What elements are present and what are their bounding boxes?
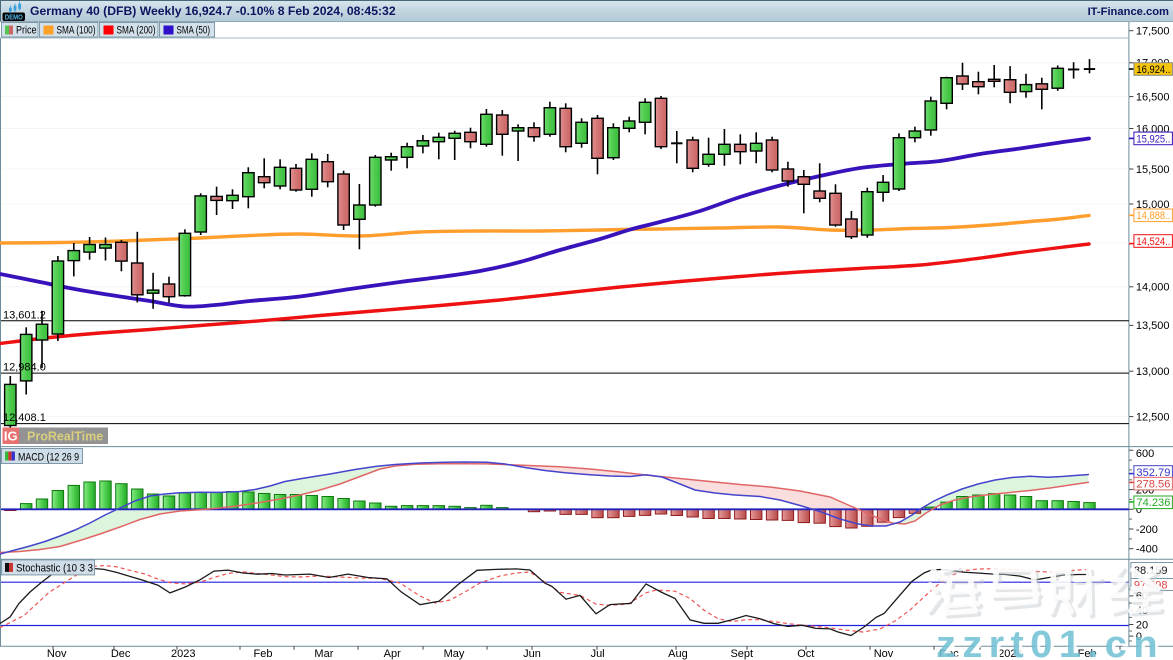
svg-text:14,888..: 14,888.. — [1136, 210, 1170, 222]
svg-text:12,408.1: 12,408.1 — [3, 412, 46, 424]
svg-text:SMA (50): SMA (50) — [177, 25, 211, 37]
svg-text:Jun: Jun — [523, 648, 541, 660]
svg-text:zzrt01.cn: zzrt01.cn — [936, 624, 1164, 660]
svg-text:16,500: 16,500 — [1136, 91, 1170, 103]
svg-text:DEMO: DEMO — [5, 12, 23, 21]
svg-text:Mar: Mar — [314, 648, 333, 660]
svg-text:2024: 2024 — [998, 648, 1022, 660]
svg-text:14,524..: 14,524.. — [1136, 236, 1170, 248]
svg-text:-400: -400 — [1136, 544, 1158, 556]
svg-text:2023: 2023 — [171, 648, 195, 660]
svg-text:15,500: 15,500 — [1136, 164, 1170, 176]
svg-text:Oct: Oct — [797, 648, 814, 660]
svg-text:Sept: Sept — [730, 648, 753, 660]
svg-text:Aug: Aug — [668, 648, 688, 660]
svg-text:Nov: Nov — [47, 648, 67, 660]
svg-text:zzrt01.cn: zzrt01.cn — [939, 627, 1167, 660]
svg-text:74.236: 74.236 — [1136, 497, 1170, 509]
svg-text:13,000: 13,000 — [1136, 366, 1170, 378]
svg-text:Jul: Jul — [591, 648, 605, 660]
svg-text:Dec: Dec — [111, 648, 131, 660]
svg-text:14,000: 14,000 — [1136, 282, 1170, 294]
svg-text:Germany 40 (DFB) Weekly 16,924: Germany 40 (DFB) Weekly 16,924.7 -0.10% … — [30, 4, 396, 18]
svg-text:Dec: Dec — [939, 648, 959, 660]
svg-text:Apr: Apr — [384, 648, 401, 660]
svg-text:ProRealTime: ProRealTime — [27, 429, 103, 443]
svg-text:15,925..: 15,925.. — [1136, 133, 1170, 145]
svg-text:-200: -200 — [1136, 524, 1158, 536]
svg-text:12,500: 12,500 — [1136, 411, 1170, 423]
svg-text:Stochastic (10 3 3: Stochastic (10 3 3 — [16, 563, 93, 575]
svg-text:IG: IG — [4, 429, 18, 444]
svg-text:0: 0 — [1136, 631, 1142, 643]
svg-text:278.56: 278.56 — [1136, 479, 1170, 491]
svg-text:600: 600 — [1136, 448, 1154, 460]
svg-text:Feb: Feb — [254, 648, 273, 660]
svg-text:IT-Finance.com: IT-Finance.com — [1088, 6, 1169, 18]
svg-text:13,601.2: 13,601.2 — [3, 309, 46, 321]
svg-text:Price: Price — [16, 25, 37, 37]
svg-text:12,984.0: 12,984.0 — [3, 362, 46, 374]
svg-text:17,500: 17,500 — [1136, 26, 1170, 38]
svg-text:SMA (200): SMA (200) — [117, 25, 156, 37]
svg-text:15,000: 15,000 — [1136, 199, 1170, 211]
svg-text:0: 0 — [1136, 504, 1142, 516]
svg-text:May: May — [444, 648, 465, 660]
svg-text:Feb: Feb — [1078, 648, 1097, 660]
svg-text:16,924..: 16,924.. — [1136, 64, 1170, 76]
svg-text:20: 20 — [1136, 619, 1148, 631]
svg-text:SMA (100): SMA (100) — [57, 25, 96, 37]
svg-text:Nov: Nov — [874, 648, 894, 660]
svg-text:13,500: 13,500 — [1136, 320, 1170, 332]
svg-text:MACD (12 26 9: MACD (12 26 9 — [18, 451, 79, 463]
svg-text:352.79: 352.79 — [1136, 467, 1170, 479]
